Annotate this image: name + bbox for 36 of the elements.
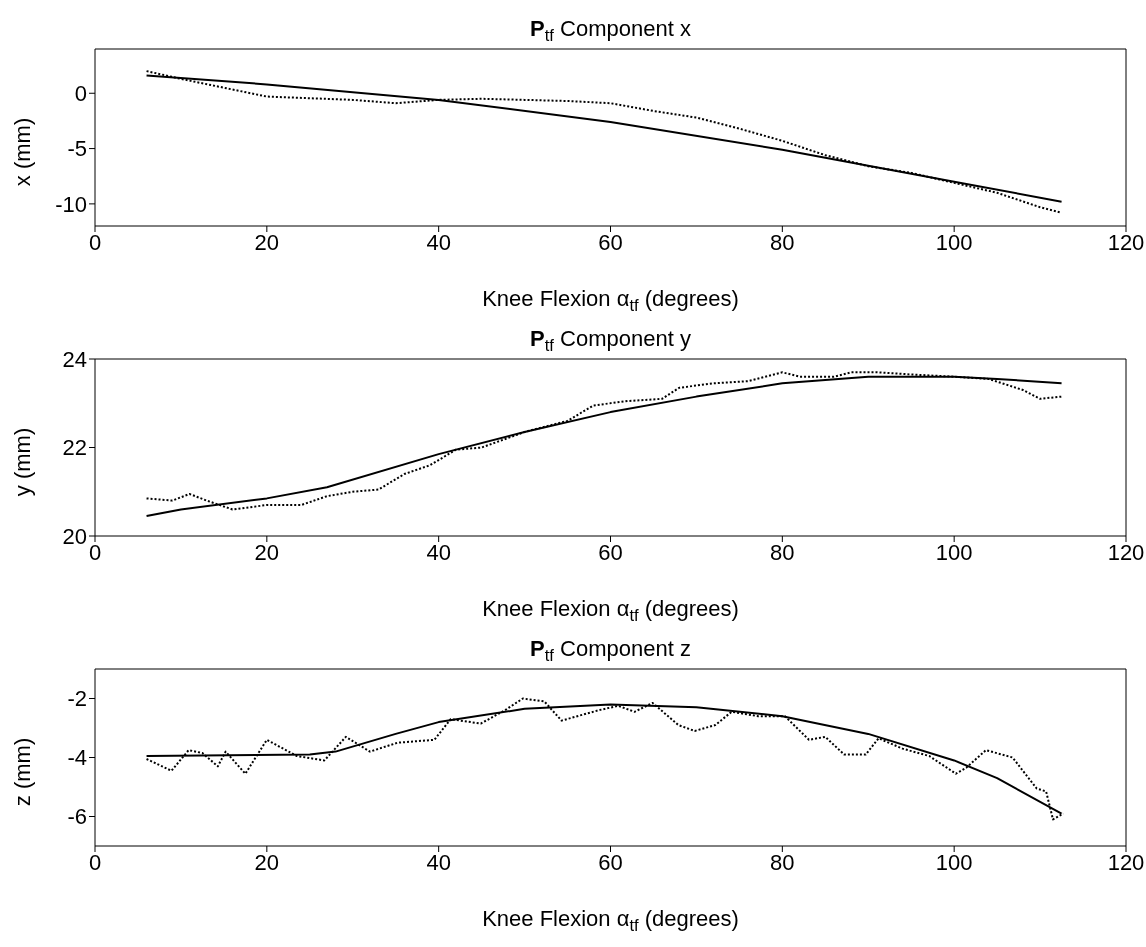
x-tick-label: 80 — [770, 539, 795, 565]
chart-title: P$_{tf}$ Component z — [530, 636, 691, 665]
x-tick-label: 60 — [598, 849, 623, 875]
chart-title: P$_{tf}$ Component y — [530, 326, 691, 355]
x-tick-label: 60 — [598, 229, 623, 255]
y-tick-label: 20 — [62, 523, 87, 549]
x-tick-label: 100 — [935, 229, 973, 255]
x-axis-title: Knee Flexion α$_{tf}$ (degrees) — [482, 596, 739, 625]
x-tick-label: 40 — [426, 849, 451, 875]
x-tick-label: 20 — [254, 229, 280, 255]
y-tick-label: -2 — [67, 686, 87, 712]
chart-title: P$_{tf}$ Component x — [530, 16, 691, 45]
x-tick-label: 20 — [254, 849, 280, 875]
y-tick-label: 0 — [74, 81, 87, 107]
x-axis-title: Knee Flexion α$_{tf}$ (degrees) — [482, 906, 739, 935]
x-tick-label: 80 — [770, 849, 795, 875]
x-tick-label: 40 — [426, 229, 451, 255]
x-tick-label: 60 — [598, 539, 623, 565]
x-tick-label: 80 — [770, 229, 795, 255]
x-tick-label: 40 — [426, 539, 451, 565]
y-tick-label: 24 — [62, 346, 87, 372]
x-tick-label: 100 — [935, 539, 973, 565]
y-tick-label: -10 — [55, 191, 87, 217]
y-axis-title: y (mm) — [10, 427, 35, 497]
y-tick-label: 22 — [62, 435, 87, 461]
x-tick-label: 20 — [254, 539, 280, 565]
y-axis-title: z (mm) — [10, 737, 35, 807]
x-tick-label: 120 — [1107, 849, 1145, 875]
y-tick-label: -6 — [67, 804, 87, 830]
y-tick-label: -5 — [67, 136, 87, 162]
x-tick-label: 120 — [1107, 539, 1145, 565]
y-axis-title: x (mm) — [10, 117, 35, 187]
x-tick-label: 120 — [1107, 229, 1145, 255]
x-axis-title: Knee Flexion α$_{tf}$ (degrees) — [482, 286, 739, 315]
x-tick-label: 100 — [935, 849, 973, 875]
y-tick-label: -4 — [67, 745, 87, 771]
